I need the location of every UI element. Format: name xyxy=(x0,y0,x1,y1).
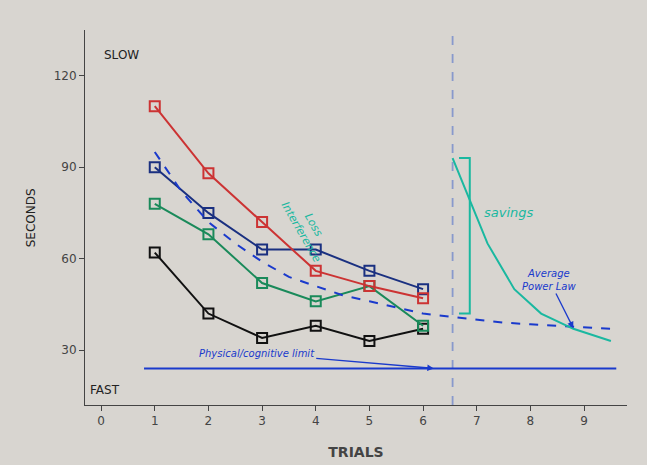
svg-text:60: 60 xyxy=(61,252,76,266)
svg-text:90: 90 xyxy=(61,160,76,174)
svg-text:9: 9 xyxy=(580,414,588,428)
svg-text:2: 2 xyxy=(205,414,213,428)
svg-text:Physical/cognitive limit: Physical/cognitive limit xyxy=(199,348,315,359)
svg-text:0: 0 xyxy=(97,414,105,428)
svg-text:LossInterference: LossInterference xyxy=(279,192,337,264)
svg-text:savings: savings xyxy=(484,205,534,220)
svg-text:4: 4 xyxy=(312,414,320,428)
svg-text:SLOW: SLOW xyxy=(104,48,139,62)
svg-text:6: 6 xyxy=(419,414,427,428)
svg-text:TRIALS: TRIALS xyxy=(328,444,383,460)
svg-text:8: 8 xyxy=(527,414,535,428)
svg-text:3: 3 xyxy=(258,414,266,428)
svg-text:FAST: FAST xyxy=(90,383,120,397)
svg-text:1: 1 xyxy=(151,414,159,428)
svg-text:5: 5 xyxy=(366,414,374,428)
svg-text:30: 30 xyxy=(61,343,76,357)
svg-text:7: 7 xyxy=(473,414,481,428)
svg-text:AveragePower Law: AveragePower Law xyxy=(522,268,576,292)
svg-text:SECONDS: SECONDS xyxy=(24,188,38,247)
svg-text:120: 120 xyxy=(54,69,77,83)
